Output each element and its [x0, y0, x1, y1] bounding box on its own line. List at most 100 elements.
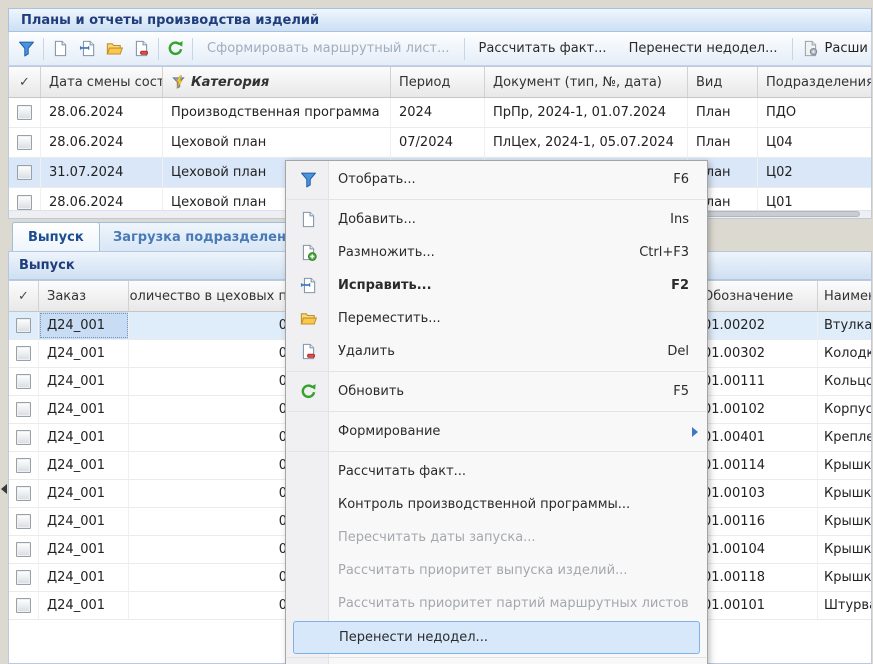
menu-separator	[287, 657, 706, 658]
menu-item-carry-over[interactable]: Перенести недодел...	[293, 621, 700, 654]
name-cell: Крышка	[824, 542, 871, 557]
menu-item-calc-fact[interactable]: Рассчитать факт...	[286, 455, 707, 488]
delete-button[interactable]	[128, 36, 155, 62]
menu-item-duplicate[interactable]: Размножить... Ctrl+F3	[286, 236, 707, 269]
horizontal-scrollbar-thumb[interactable]	[698, 211, 860, 217]
order-cell: Д24_001	[39, 368, 129, 395]
column-header-date[interactable]: Дата смены сост	[41, 67, 163, 97]
window-title-bar: Планы и отчеты производства изделий	[8, 8, 872, 32]
menu-item-control-production-program[interactable]: Контроль производственной программы...	[286, 488, 707, 521]
row-checkbox[interactable]	[16, 514, 31, 529]
toolbar: Сформировать маршрутный лист... Рассчита…	[8, 32, 872, 66]
menu-item-shortcut: Ins	[670, 212, 689, 227]
menu-item-label: Рассчитать приоритет выпуска изделий...	[338, 563, 628, 578]
division-cell: ПДО	[766, 105, 797, 120]
menu-item-shortcut: F2	[671, 278, 689, 293]
date-cell: 28.06.2024	[41, 188, 163, 217]
menu-item-add[interactable]: Добавить... Ins	[286, 203, 707, 236]
add-button[interactable]	[47, 36, 74, 62]
refresh-icon	[299, 383, 317, 401]
division-cell: Ц04	[766, 135, 793, 150]
column-header-name[interactable]: Наимен	[824, 288, 871, 304]
plans-table-row[interactable]: 28.06.2024 Цеховой план 07/2024 ПлЦех, 2024…	[9, 128, 871, 158]
extended-label: Расширен	[824, 41, 867, 56]
column-header-qty[interactable]: Количество в цеховых п	[129, 281, 296, 311]
row-checkbox[interactable]	[16, 598, 31, 613]
code-cell: 01.00116	[641, 508, 818, 535]
menu-item-label: Перенести недодел...	[339, 630, 488, 645]
column-header-period[interactable]: Период	[391, 67, 485, 97]
menu-item-recalc-launch-dates: Пересчитать даты запуска...	[286, 521, 707, 554]
order-cell: Д24_001	[39, 480, 129, 507]
column-header-code[interactable]: Обозначение	[641, 281, 818, 311]
menu-item-delete[interactable]: Удалить Del	[286, 335, 707, 368]
code-cell: 01.00118	[641, 564, 818, 591]
order-cell: Д24_001	[39, 508, 129, 535]
qty-cell: 0	[129, 340, 296, 367]
row-checkbox[interactable]	[16, 570, 31, 585]
menu-item-calc-priority-products: Рассчитать приоритет выпуска изделий...	[286, 554, 707, 587]
row-check-cell	[9, 508, 39, 535]
menu-item-shortcut: Ctrl+F3	[639, 245, 689, 260]
column-header-division[interactable]: Подразделения	[766, 74, 871, 90]
row-checkbox[interactable]	[16, 486, 31, 501]
column-header-check[interactable]: ✓	[9, 67, 41, 97]
folder-icon	[299, 310, 317, 328]
generate-route-sheet-button: Сформировать маршрутный лист...	[207, 41, 450, 56]
name-cell: Колодк	[824, 346, 871, 361]
row-checkbox[interactable]	[17, 165, 32, 180]
move-button[interactable]	[101, 36, 128, 62]
plans-table-row[interactable]: 28.06.2024 Производственная программа 2024…	[9, 98, 871, 128]
toolbar-separator	[43, 37, 44, 60]
menu-item-label: Рассчитать факт...	[338, 464, 467, 479]
menu-separator	[287, 411, 706, 412]
edit-button[interactable]	[74, 36, 101, 62]
row-check-cell	[9, 592, 39, 619]
menu-item-move[interactable]: Переместить...	[286, 302, 707, 335]
row-checkbox[interactable]	[16, 374, 31, 389]
row-checkbox[interactable]	[16, 318, 31, 333]
carry-over-button[interactable]: Перенести недодел...	[628, 41, 778, 56]
extended-button[interactable]: Расширен	[796, 40, 867, 57]
funnel-icon	[18, 40, 35, 57]
menu-item-filter[interactable]: Отобрать... F6	[286, 163, 707, 196]
code-cell: 01.00102	[641, 396, 818, 423]
qty-cell: 0	[129, 312, 296, 339]
filter-button[interactable]	[13, 36, 40, 62]
splitter-collapse-arrow[interactable]	[1, 484, 7, 494]
menu-item-edit[interactable]: Исправить... F2	[286, 269, 707, 302]
column-header-kind[interactable]: Вид	[688, 67, 758, 97]
menu-item-shortcut: Del	[667, 344, 689, 359]
row-checkbox[interactable]	[16, 542, 31, 557]
tab-vypusk[interactable]: Выпуск	[12, 222, 100, 251]
column-header-category[interactable]: Категория	[163, 67, 391, 97]
calc-fact-button[interactable]: Рассчитать факт...	[478, 41, 607, 56]
order-cell: Д24_001	[39, 340, 129, 367]
order-cell: Д24_001	[39, 452, 129, 479]
row-checkbox[interactable]	[17, 135, 32, 150]
column-header-document[interactable]: Документ (тип, №, дата)	[485, 67, 688, 97]
row-checkbox[interactable]	[17, 105, 32, 120]
row-check-cell	[9, 188, 41, 217]
row-checkbox[interactable]	[17, 195, 32, 210]
menu-item-label: Рассчитать приоритет партий маршрутных л…	[338, 596, 689, 611]
row-checkbox[interactable]	[16, 346, 31, 361]
toolbar-separator	[791, 37, 793, 60]
menu-item-refresh[interactable]: Обновить F5	[286, 375, 707, 408]
menu-item-label: Обновить	[338, 384, 405, 399]
page-edit-icon	[79, 40, 96, 57]
column-header-check[interactable]: ✓	[9, 281, 39, 311]
row-checkbox[interactable]	[16, 458, 31, 473]
menu-item-formation[interactable]: Формирование	[286, 415, 707, 448]
plans-table-header: ✓ Дата смены сост Категория Период Докум…	[9, 67, 871, 98]
row-checkbox[interactable]	[16, 402, 31, 417]
menu-item-label: Добавить...	[338, 212, 416, 227]
refresh-button[interactable]	[162, 36, 189, 62]
code-cell: 01.00101	[641, 592, 818, 619]
row-checkbox[interactable]	[16, 430, 31, 445]
page-icon	[52, 40, 69, 57]
column-header-order[interactable]: Заказ	[39, 281, 129, 311]
division-cell: Ц02	[766, 165, 793, 180]
order-cell: Д24_001	[39, 536, 129, 563]
page-minus-icon	[133, 40, 150, 57]
